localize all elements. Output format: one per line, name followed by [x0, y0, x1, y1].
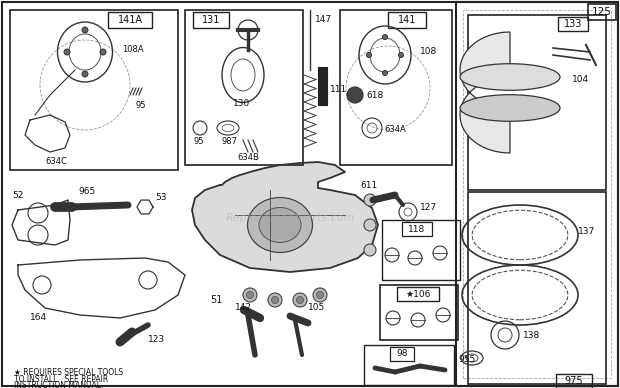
Bar	[380, 285, 458, 340]
Text: 164: 164	[30, 314, 47, 322]
Bar	[588, 4, 616, 20]
Text: ★106: ★106	[405, 289, 431, 298]
Circle shape	[82, 27, 88, 33]
Text: 618: 618	[366, 90, 383, 99]
Bar	[108, 12, 152, 28]
Bar	[382, 220, 460, 280]
Circle shape	[364, 219, 376, 231]
Bar	[402, 222, 432, 236]
Text: 955: 955	[458, 355, 476, 364]
Ellipse shape	[460, 95, 560, 121]
Text: ReplacementParts.com: ReplacementParts.com	[225, 213, 355, 223]
Circle shape	[64, 49, 70, 55]
Polygon shape	[192, 162, 378, 272]
Ellipse shape	[259, 208, 301, 242]
Text: 141: 141	[398, 15, 416, 25]
Text: 975: 975	[565, 376, 583, 386]
Bar	[193, 12, 229, 28]
Text: 133: 133	[564, 19, 582, 29]
Text: 147: 147	[315, 16, 332, 24]
Text: 98: 98	[396, 350, 408, 359]
Text: 105: 105	[308, 303, 326, 312]
Bar	[388, 12, 426, 28]
Text: 634A: 634A	[384, 125, 405, 135]
Text: 95: 95	[135, 100, 146, 109]
Circle shape	[316, 291, 324, 298]
Bar	[364, 345, 454, 385]
Bar	[463, 10, 611, 378]
Text: 142: 142	[235, 303, 252, 312]
Circle shape	[366, 52, 371, 57]
Text: 634C: 634C	[45, 158, 67, 166]
Text: 111: 111	[330, 85, 347, 95]
Circle shape	[247, 291, 254, 298]
Text: 965: 965	[78, 187, 95, 196]
Text: 138: 138	[523, 331, 540, 341]
Bar	[390, 347, 414, 361]
Bar	[318, 67, 327, 105]
Ellipse shape	[460, 64, 560, 90]
Bar	[185, 10, 303, 165]
Circle shape	[347, 87, 363, 103]
Text: 51: 51	[210, 295, 223, 305]
Text: 108A: 108A	[122, 45, 144, 54]
Circle shape	[364, 194, 376, 206]
Text: 611: 611	[360, 180, 377, 189]
Bar	[468, 192, 606, 384]
Text: 123: 123	[148, 336, 165, 345]
Circle shape	[383, 35, 388, 40]
Text: TO INSTALL.  SEE REPAIR: TO INSTALL. SEE REPAIR	[14, 376, 108, 385]
Text: 104: 104	[572, 76, 589, 85]
Text: 118: 118	[409, 225, 425, 234]
Text: 53: 53	[155, 194, 167, 203]
Circle shape	[272, 296, 278, 303]
Polygon shape	[460, 32, 510, 153]
Text: 130: 130	[233, 99, 250, 107]
Circle shape	[296, 296, 304, 303]
Text: 131: 131	[202, 15, 220, 25]
Text: ★ REQUIRES SPECIAL TOOLS: ★ REQUIRES SPECIAL TOOLS	[14, 369, 123, 378]
Ellipse shape	[247, 197, 312, 253]
Bar	[468, 15, 606, 190]
Circle shape	[268, 293, 282, 307]
Circle shape	[82, 71, 88, 77]
Bar	[556, 374, 592, 388]
Text: 52: 52	[12, 191, 24, 199]
Circle shape	[243, 288, 257, 302]
Circle shape	[364, 244, 376, 256]
Circle shape	[399, 52, 404, 57]
Circle shape	[100, 49, 106, 55]
Circle shape	[293, 293, 307, 307]
Text: 634B: 634B	[237, 152, 259, 161]
Circle shape	[383, 71, 388, 76]
Circle shape	[313, 288, 327, 302]
Text: 141A: 141A	[118, 15, 143, 25]
Text: 987: 987	[221, 137, 237, 147]
Text: 137: 137	[578, 227, 595, 237]
Text: 125: 125	[592, 7, 612, 17]
Text: 108: 108	[420, 47, 437, 57]
Bar	[340, 10, 452, 165]
Text: 95: 95	[194, 137, 205, 146]
Text: INSTRUCTION MANUAL.: INSTRUCTION MANUAL.	[14, 381, 104, 388]
Text: 127: 127	[420, 203, 437, 211]
Bar	[558, 17, 588, 31]
Bar	[397, 287, 439, 301]
Bar	[10, 10, 178, 170]
Bar	[456, 2, 618, 386]
